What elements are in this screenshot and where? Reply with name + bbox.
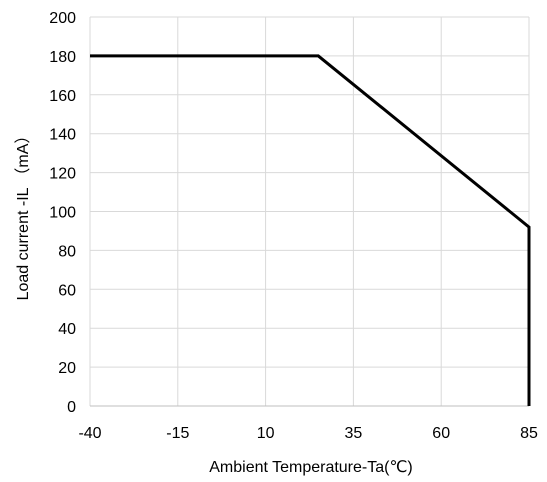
y-gridlines [90,16,529,368]
x-tick-label--40: -40 [78,425,101,442]
y-tick-label-20: 20 [58,360,76,377]
x-axis-title: Ambient Temperature-Ta(℃) [209,459,413,476]
x-tick-label-10: 10 [257,425,275,442]
y-tick-label-40: 40 [58,321,76,338]
y-tick-label-0: 0 [67,399,76,416]
y-tick-label-100: 100 [49,205,76,222]
y-tick-label-180: 180 [49,49,76,66]
y-tick-label-80: 80 [58,243,76,260]
x-tick-label--15: -15 [166,425,189,442]
y-tick-label-60: 60 [58,282,76,299]
y-axis-title: Load current -IL （mA） [14,128,32,301]
y-tick-label-140: 140 [49,127,76,144]
y-tick-label-120: 120 [49,166,76,183]
x-tick-label-85: 85 [520,425,538,442]
series-layer [90,54,531,406]
y-tick-labels: 0 20 40 60 80 100 120 140 160 180 200 [49,10,76,416]
y-tick-label-160: 160 [49,88,76,105]
series-line-0 [90,54,531,406]
y-tick-label-200: 200 [49,10,76,27]
x-tick-labels: -40 -15 10 35 60 85 [78,425,538,442]
x-tick-label-60: 60 [432,425,450,442]
x-tick-label-35: 35 [345,425,363,442]
